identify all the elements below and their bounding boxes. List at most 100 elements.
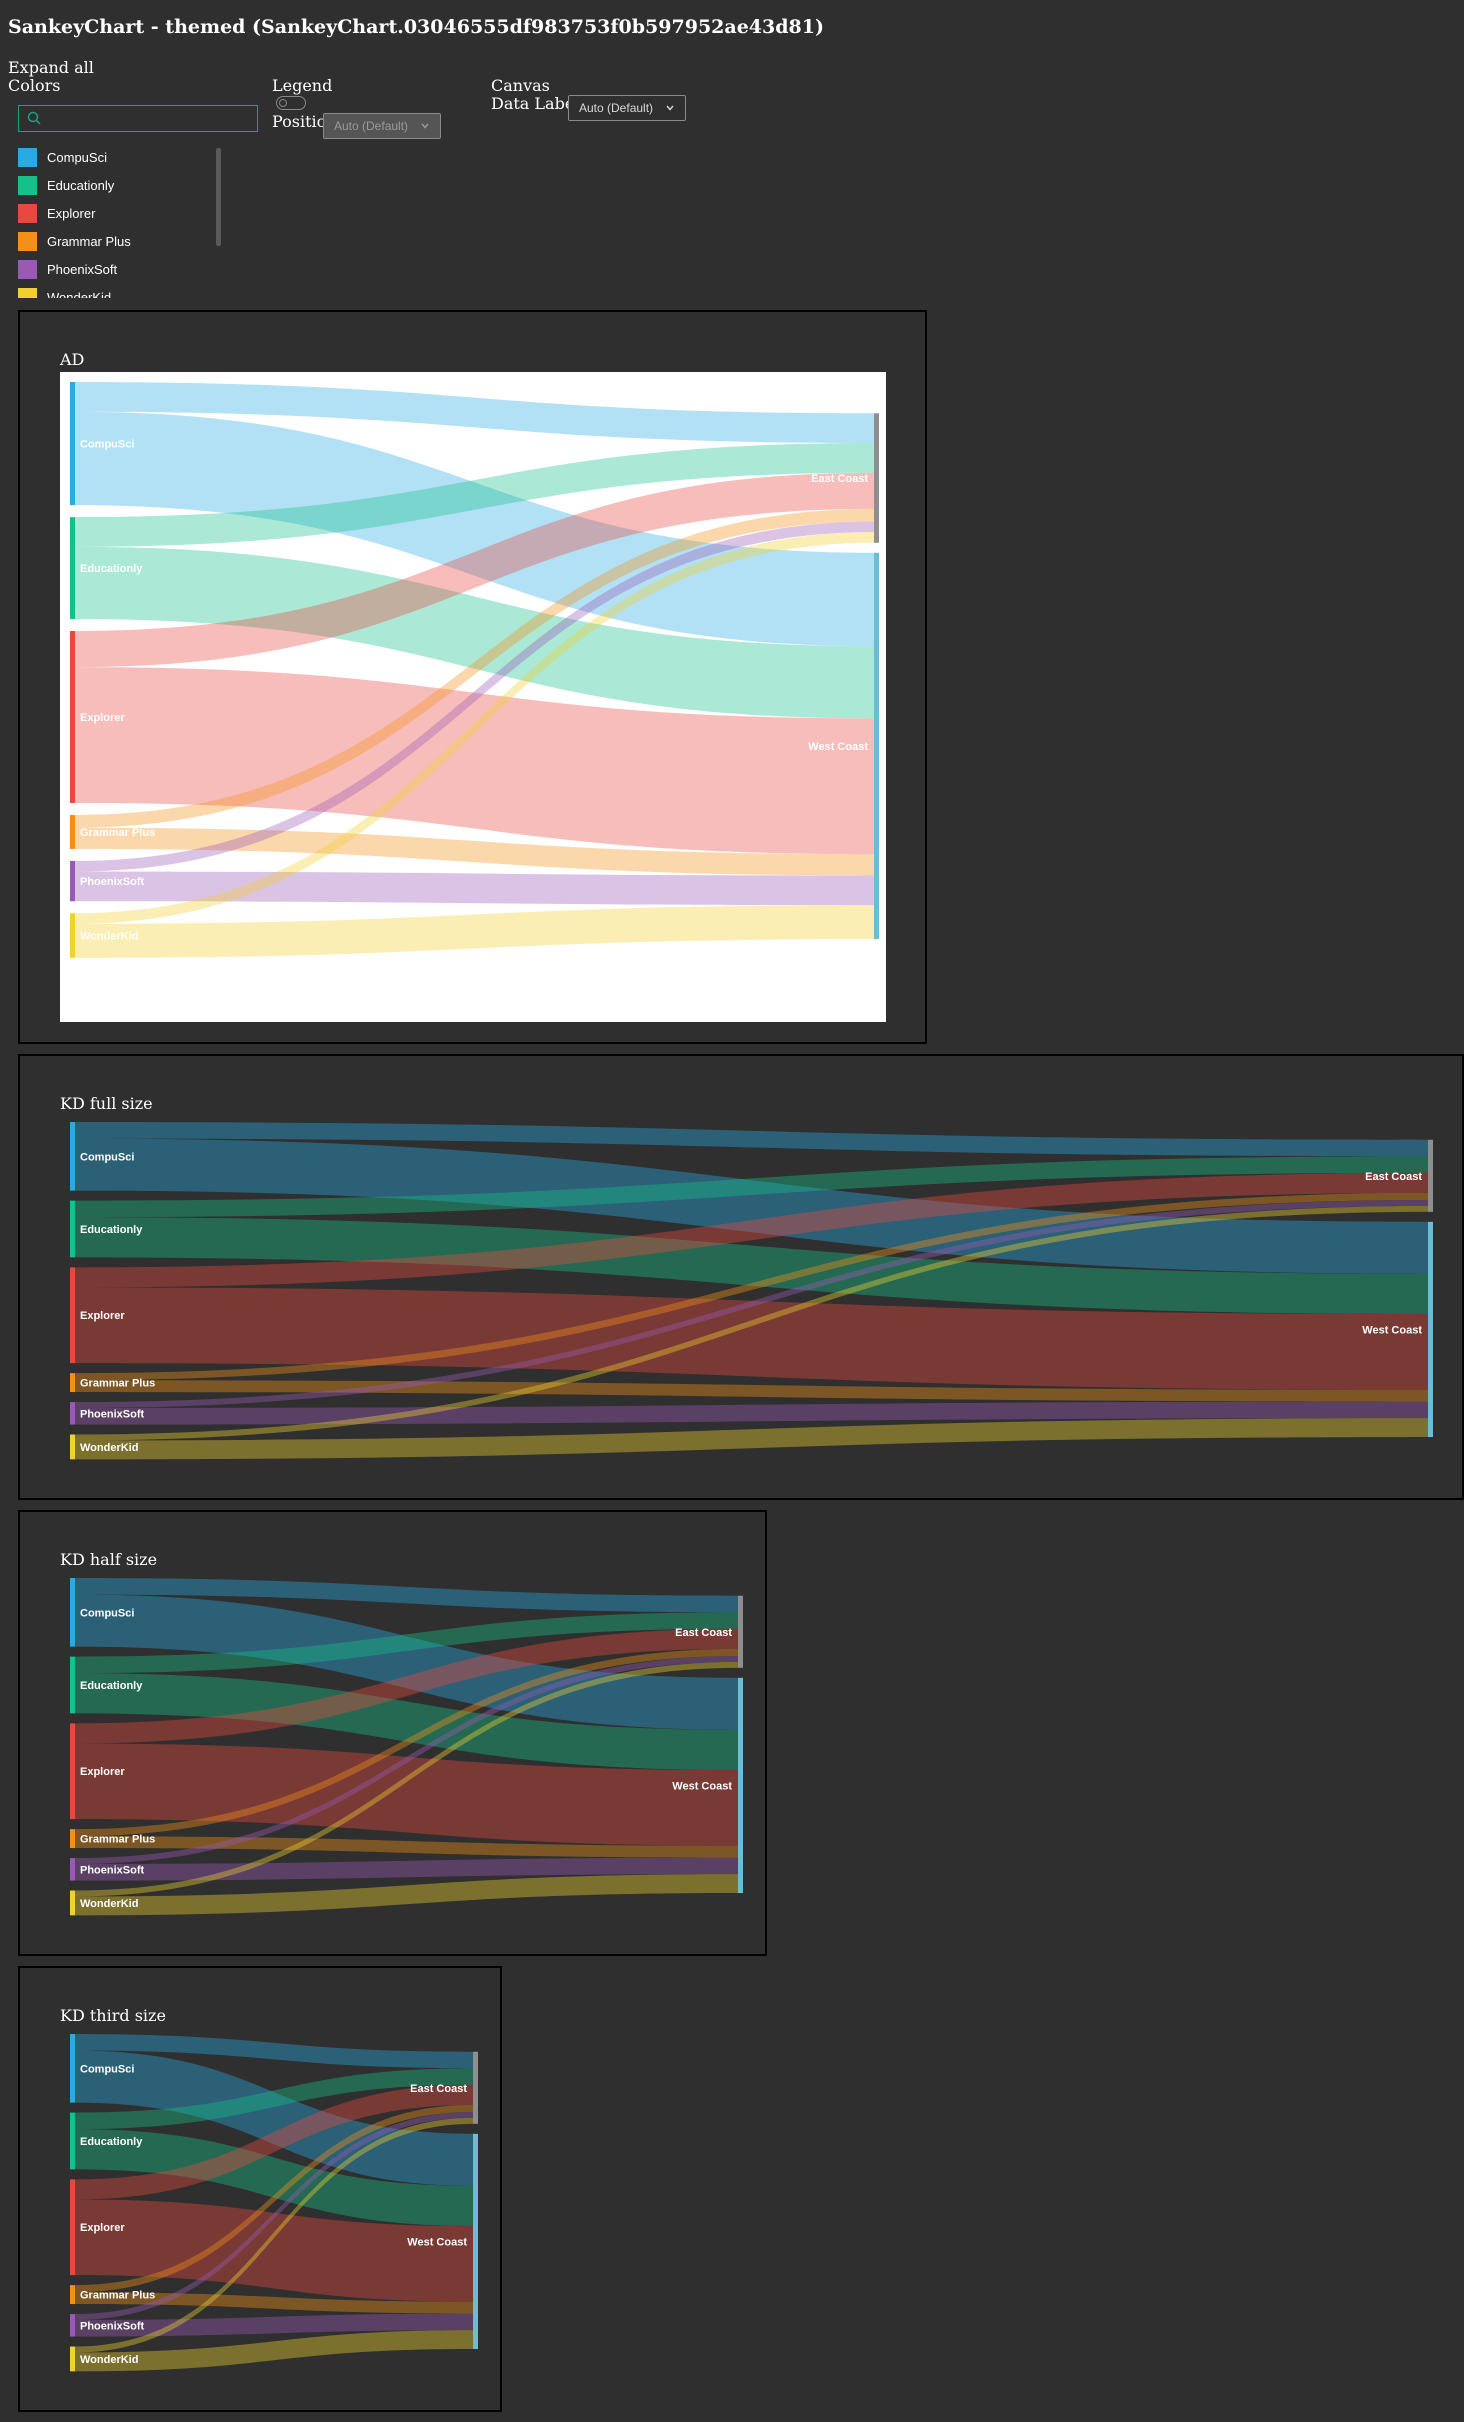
sankey-link[interactable] — [75, 1874, 738, 1916]
sankey-link[interactable] — [75, 1743, 738, 1846]
legend-swatch[interactable] — [18, 260, 37, 279]
legend-scrollbar[interactable] — [216, 148, 221, 246]
legend-search-box[interactable] — [18, 105, 258, 132]
sankey-link[interactable] — [75, 1857, 738, 1881]
sankey-target-node[interactable] — [738, 1677, 743, 1894]
sankey-link[interactable] — [75, 1673, 738, 1771]
sankey-source-node[interactable] — [70, 1858, 75, 1881]
sankey-source-node[interactable] — [70, 2112, 75, 2170]
sankey-link[interactable] — [75, 1656, 738, 1864]
sankey-source-node[interactable] — [70, 2034, 75, 2103]
sankey-link[interactable] — [75, 2034, 473, 2069]
sankey-link[interactable] — [75, 667, 874, 855]
sankey-link[interactable] — [75, 1661, 738, 1897]
sankey-source-node[interactable] — [70, 1656, 75, 1714]
sankey-source-node[interactable] — [70, 2346, 75, 2372]
sankey-target-node[interactable] — [473, 2051, 478, 2124]
sankey-link[interactable] — [75, 1418, 1428, 1460]
sankey-target-node[interactable] — [738, 1595, 743, 1668]
sankey-target-node[interactable] — [473, 2133, 478, 2350]
sankey-link[interactable] — [75, 1578, 738, 1613]
sankey-link[interactable] — [75, 1380, 1428, 1402]
sankey-link[interactable] — [75, 1200, 1428, 1408]
sankey-link[interactable] — [75, 871, 874, 906]
position-select[interactable]: Auto (Default) — [323, 113, 441, 139]
sankey-source-node[interactable] — [70, 2314, 75, 2337]
sankey-source-node[interactable] — [70, 814, 75, 849]
sankey-link[interactable] — [75, 2117, 473, 2353]
sankey-link[interactable] — [75, 1836, 738, 1858]
sankey-link[interactable] — [75, 472, 874, 668]
sankey-source-node[interactable] — [70, 860, 75, 902]
legend-item[interactable]: Grammar Plus — [18, 228, 218, 256]
sankey-source-node[interactable] — [70, 1373, 75, 1393]
legend-swatch[interactable] — [18, 204, 37, 223]
sankey-link[interactable] — [75, 2050, 473, 2186]
data-labels-label: Data Labels — [491, 94, 588, 113]
legend-item[interactable]: Educationly — [18, 172, 218, 200]
sankey-source-node[interactable] — [70, 1829, 75, 1849]
sankey-target-node[interactable] — [1428, 1221, 1433, 1438]
sankey-link[interactable] — [75, 532, 874, 924]
sankey-source-node[interactable] — [70, 1578, 75, 1647]
sankey-link[interactable] — [75, 1172, 1428, 1288]
expand-all-link[interactable]: Expand all — [8, 58, 94, 77]
sankey-link[interactable] — [75, 411, 874, 647]
sankey-link[interactable] — [75, 2104, 473, 2293]
sankey-link[interactable] — [75, 2112, 473, 2320]
sankey-link[interactable] — [75, 1648, 738, 1837]
sankey-source-node[interactable] — [70, 1122, 75, 1191]
sankey-link[interactable] — [75, 521, 874, 872]
sankey-target-node[interactable] — [874, 552, 879, 940]
legend-item[interactable]: WonderKid — [18, 284, 218, 298]
legend-swatch[interactable] — [18, 176, 37, 195]
sankey-link[interactable] — [75, 1138, 1428, 1274]
legend-swatch[interactable] — [18, 232, 37, 251]
sankey-link[interactable] — [75, 2313, 473, 2337]
legend-item[interactable]: CompuSci — [18, 144, 218, 172]
sankey-link[interactable] — [75, 1628, 738, 1744]
sankey-link[interactable] — [75, 1205, 1428, 1441]
sankey-link[interactable] — [75, 1122, 1428, 1157]
sankey-source-node[interactable] — [70, 1402, 75, 1425]
sankey-source-node[interactable] — [70, 517, 75, 620]
sankey-link[interactable] — [75, 2068, 473, 2130]
sankey-source-node[interactable] — [70, 382, 75, 506]
sankey-link[interactable] — [75, 1217, 1428, 1315]
sankey-source-node[interactable] — [70, 1890, 75, 1916]
legend-swatch[interactable] — [18, 148, 37, 167]
sankey-link[interactable] — [75, 382, 874, 444]
sankey-source-node[interactable] — [70, 1723, 75, 1820]
sankey-source-node[interactable] — [70, 1267, 75, 1364]
sankey-link[interactable] — [75, 1287, 1428, 1390]
sankey-link[interactable] — [75, 2330, 473, 2372]
sankey-link[interactable] — [75, 2084, 473, 2200]
sankey-link[interactable] — [75, 1192, 1428, 1381]
sankey-link[interactable] — [75, 905, 874, 958]
sankey-link[interactable] — [75, 2129, 473, 2227]
sankey-source-node[interactable] — [70, 1434, 75, 1460]
sankey-link[interactable] — [75, 2292, 473, 2314]
sankey-target-node[interactable] — [874, 413, 879, 543]
sankey-source-node[interactable] — [70, 2285, 75, 2305]
sankey-link[interactable] — [75, 1612, 738, 1674]
sankey-link[interactable] — [75, 1156, 1428, 1218]
sankey-target-node[interactable] — [1428, 1139, 1433, 1212]
sankey-source-node[interactable] — [70, 913, 75, 958]
sankey-link[interactable] — [75, 508, 874, 828]
sankey-source-node[interactable] — [70, 631, 75, 803]
sankey-source-node[interactable] — [70, 1200, 75, 1258]
legend-toggle[interactable] — [276, 96, 306, 110]
sankey-link[interactable] — [75, 1594, 738, 1730]
legend-item[interactable]: Explorer — [18, 200, 218, 228]
sankey-link[interactable] — [75, 1401, 1428, 1425]
sankey-link[interactable] — [75, 546, 874, 719]
data-labels-select[interactable]: Auto (Default) — [568, 95, 686, 121]
search-input[interactable] — [49, 108, 253, 131]
legend-item[interactable]: PhoenixSoft — [18, 256, 218, 284]
sankey-link[interactable] — [75, 2199, 473, 2302]
sankey-link[interactable] — [75, 827, 874, 876]
sankey-source-node[interactable] — [70, 2179, 75, 2276]
sankey-link[interactable] — [75, 443, 874, 547]
legend-swatch[interactable] — [18, 288, 37, 298]
